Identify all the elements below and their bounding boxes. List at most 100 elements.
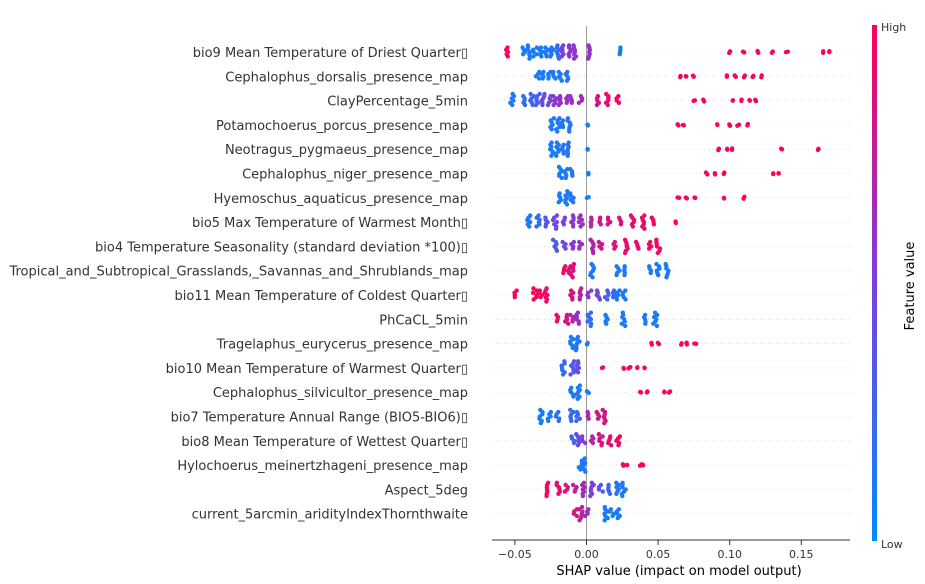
x-tick-label: 0.15 xyxy=(789,548,814,561)
feature-label: bio11 Mean Temperature of Coldest Quarte… xyxy=(175,289,468,304)
data-point xyxy=(638,390,644,395)
data-point xyxy=(771,171,776,177)
feature-label: Hyemoschus_aquaticus_presence_map xyxy=(214,192,468,207)
data-point xyxy=(560,124,566,130)
data-point xyxy=(585,312,590,318)
data-point xyxy=(589,288,594,293)
data-point xyxy=(574,409,580,415)
x-tick-label: 0.00 xyxy=(574,548,599,561)
data-point xyxy=(554,213,560,218)
data-point xyxy=(636,246,641,251)
data-point xyxy=(656,272,661,278)
data-point xyxy=(610,513,615,519)
data-point xyxy=(520,45,525,50)
data-point xyxy=(544,299,549,304)
data-point xyxy=(565,69,570,75)
data-point xyxy=(530,290,536,295)
feature-label: Tragelaphus_eurycerus_presence_map xyxy=(216,338,468,353)
data-point xyxy=(683,74,689,79)
data-point xyxy=(577,416,583,421)
data-point xyxy=(607,491,613,496)
feature-label: bio7 Temperature Annual Range (BIO5-BIO6… xyxy=(171,411,468,426)
data-point xyxy=(557,94,563,99)
data-point xyxy=(563,319,568,324)
data-point xyxy=(586,416,591,421)
data-point xyxy=(527,224,532,229)
data-point xyxy=(616,94,621,99)
data-point xyxy=(616,215,622,220)
data-point xyxy=(820,50,826,56)
data-point xyxy=(554,153,559,158)
colorbar xyxy=(872,25,877,541)
data-point xyxy=(545,480,551,485)
colorbar-high-label: High xyxy=(881,21,906,34)
data-point xyxy=(564,202,570,207)
data-point xyxy=(571,440,577,446)
data-point xyxy=(640,463,646,468)
data-point xyxy=(528,91,533,97)
data-point xyxy=(549,140,554,145)
data-point xyxy=(597,297,603,302)
data-point xyxy=(585,147,590,152)
data-point xyxy=(505,45,510,50)
data-point xyxy=(536,76,542,81)
data-point xyxy=(556,164,562,170)
data-point xyxy=(549,153,554,158)
feature-label: Potamochoerus_porcus_presence_map xyxy=(216,119,468,134)
data-point xyxy=(569,385,574,390)
data-point xyxy=(622,264,627,269)
data-point xyxy=(559,78,564,83)
data-point xyxy=(541,69,546,75)
data-point xyxy=(725,147,730,152)
data-point xyxy=(600,489,605,494)
data-point xyxy=(551,102,556,108)
data-point xyxy=(544,493,549,499)
data-point xyxy=(646,264,652,269)
feature-labels: bio9 Mean Temperature of Driest Quarter▯… xyxy=(8,46,468,523)
data-point xyxy=(753,98,759,104)
data-point xyxy=(612,246,617,251)
data-point xyxy=(586,172,591,177)
data-point xyxy=(616,507,622,512)
data-point xyxy=(635,365,640,371)
data-point xyxy=(560,118,566,123)
data-point xyxy=(556,102,562,108)
data-point xyxy=(543,45,548,50)
data-point xyxy=(673,220,678,226)
data-point xyxy=(605,297,610,302)
data-point xyxy=(827,49,832,55)
data-point xyxy=(574,432,579,437)
data-point xyxy=(589,261,594,267)
data-point xyxy=(681,123,687,128)
data-point xyxy=(721,196,727,201)
data-point xyxy=(545,102,551,108)
x-tick-label: 0.05 xyxy=(646,548,671,561)
data-point xyxy=(565,116,571,121)
data-point xyxy=(528,213,533,218)
data-point xyxy=(620,480,625,485)
data-point xyxy=(551,116,557,121)
data-point xyxy=(576,100,582,106)
data-point xyxy=(622,237,628,242)
data-point xyxy=(729,147,735,153)
data-point xyxy=(574,418,579,424)
data-point xyxy=(570,482,576,488)
data-point xyxy=(724,74,730,79)
data-point xyxy=(622,272,627,278)
data-point xyxy=(560,239,565,245)
data-point xyxy=(677,74,683,80)
data-point xyxy=(571,239,577,245)
data-point xyxy=(546,76,551,81)
data-point xyxy=(584,195,590,201)
data-point xyxy=(559,175,564,181)
data-point xyxy=(566,140,571,145)
data-point xyxy=(577,383,583,388)
data-point xyxy=(555,129,560,134)
data-point xyxy=(562,489,568,494)
data-point xyxy=(553,76,558,81)
data-point xyxy=(574,392,579,397)
data-point xyxy=(564,312,570,318)
data-point xyxy=(559,54,564,59)
data-point xyxy=(599,365,605,371)
data-point xyxy=(576,507,582,512)
